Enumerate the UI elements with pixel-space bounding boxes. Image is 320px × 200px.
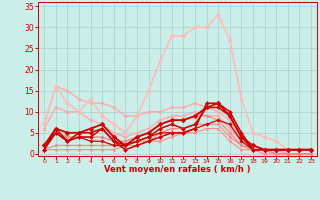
X-axis label: Vent moyen/en rafales ( km/h ): Vent moyen/en rafales ( km/h )	[104, 165, 251, 174]
